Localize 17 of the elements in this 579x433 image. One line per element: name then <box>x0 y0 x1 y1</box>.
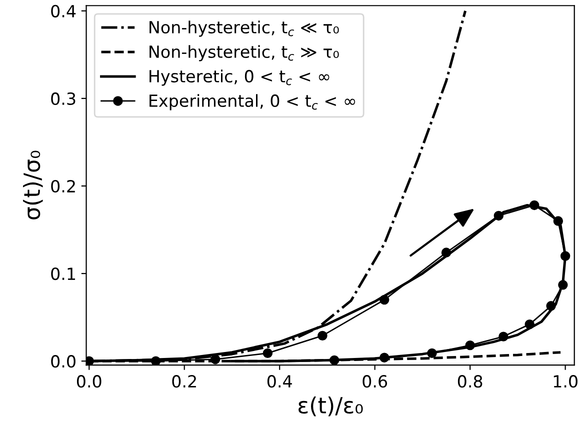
y-tick-label: 0.0 <box>51 355 76 368</box>
legend-label: Non-hysteretic, t$_{c}$ ≫ τ₀ <box>150 45 339 62</box>
x-tick-label: 0.4 <box>267 375 292 388</box>
y-tick-label: 0.3 <box>51 92 76 105</box>
y-axis-title: σ(t)/σ₀ <box>23 150 43 220</box>
y-tick-label: 0.1 <box>51 267 76 280</box>
legend-label: Hysteretic, 0 < t$_{c}$ < ∞ <box>150 70 330 86</box>
x-tick-label: 0.0 <box>76 375 102 388</box>
x-tick-label: 0.6 <box>362 375 388 388</box>
x-tick-label: 1.0 <box>554 375 578 388</box>
y-tick-label: 0.4 <box>51 4 76 18</box>
y-tick-label: 0.2 <box>51 180 75 193</box>
legend-label: Non-hysteretic, t$_{c}$ ≪ τ₀ <box>150 20 339 37</box>
x-tick-label: 0.2 <box>172 375 196 388</box>
x-axis-title: ε(t)/ε₀ <box>298 396 363 416</box>
legend-label: Experimental, 0 < t$_{c}$ < ∞ <box>150 94 356 110</box>
x-tick-label: 0.8 <box>458 375 482 388</box>
